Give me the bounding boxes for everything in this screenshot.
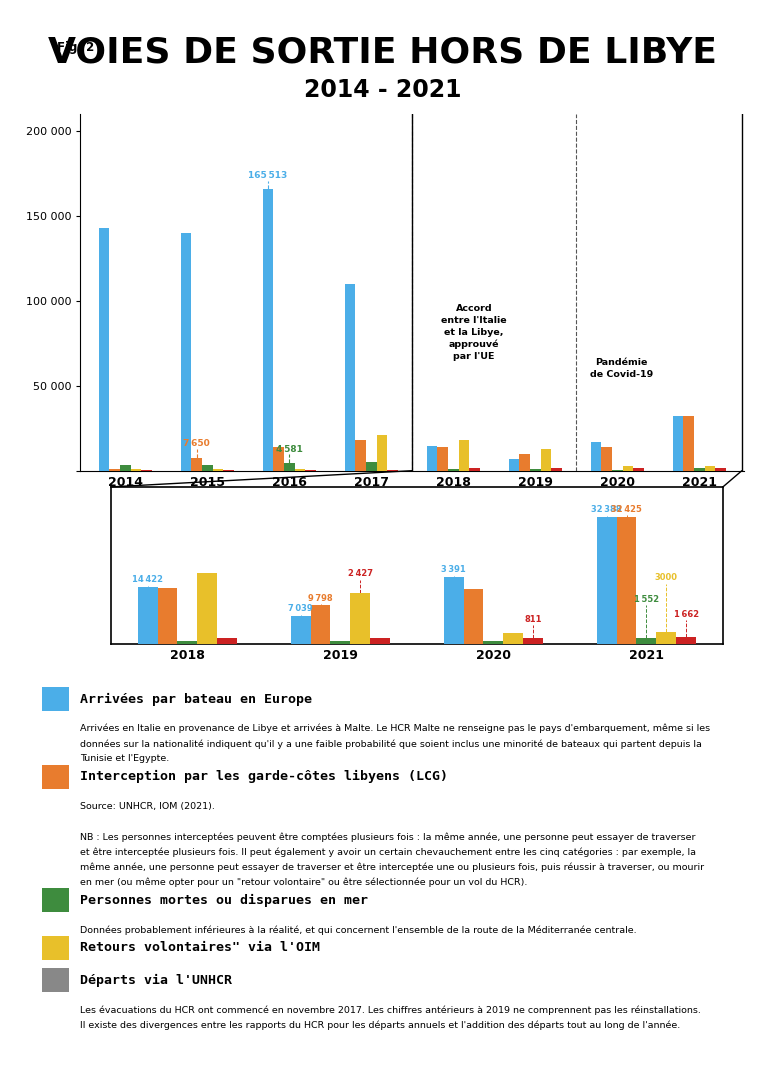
Bar bbox=[552, 469, 562, 471]
Bar bbox=[591, 441, 601, 471]
Bar bbox=[705, 465, 715, 471]
Bar bbox=[694, 469, 705, 471]
Text: NB : Les personnes interceptées peuvent être comptées plusieurs fois : la même a: NB : Les personnes interceptées peuvent … bbox=[80, 832, 696, 842]
Bar bbox=[464, 589, 483, 644]
Text: en mer (ou même opter pour un "retour volontaire" ou être sélectionnée pour un v: en mer (ou même opter pour un "retour vo… bbox=[80, 878, 528, 887]
Text: Retours volontaires" via l'OIM: Retours volontaires" via l'OIM bbox=[80, 941, 321, 954]
Text: Accord
entre l'Italie
et la Libye,
approuvé
par l'UE: Accord entre l'Italie et la Libye, appro… bbox=[441, 304, 506, 361]
Bar bbox=[683, 415, 694, 471]
Bar bbox=[158, 589, 177, 644]
Text: 7 650: 7 650 bbox=[184, 439, 210, 448]
Bar bbox=[311, 605, 330, 644]
Text: Personnes mortes ou disparues en mer: Personnes mortes ou disparues en mer bbox=[80, 894, 368, 907]
Bar bbox=[427, 446, 438, 471]
Bar bbox=[444, 577, 464, 644]
Bar bbox=[131, 469, 142, 471]
Text: Source: UNHCR, IOM (2021).: Source: UNHCR, IOM (2021). bbox=[80, 802, 215, 810]
Bar bbox=[636, 637, 656, 644]
Bar bbox=[633, 469, 644, 471]
Text: 3 391: 3 391 bbox=[441, 566, 466, 575]
Bar bbox=[356, 440, 366, 471]
Bar bbox=[366, 462, 376, 471]
Bar bbox=[483, 642, 503, 644]
Bar bbox=[202, 465, 213, 471]
Text: 811: 811 bbox=[525, 615, 542, 624]
Text: 32 425: 32 425 bbox=[611, 505, 642, 514]
Bar bbox=[295, 470, 305, 471]
Text: 2 427: 2 427 bbox=[348, 569, 373, 578]
Bar bbox=[623, 466, 633, 471]
Bar bbox=[177, 641, 197, 644]
Text: Départs via l'UNHCR: Départs via l'UNHCR bbox=[80, 974, 233, 987]
Text: 32 388: 32 388 bbox=[591, 505, 622, 514]
Text: 1 662: 1 662 bbox=[674, 610, 698, 619]
Bar bbox=[672, 415, 683, 471]
Bar bbox=[350, 593, 370, 644]
Text: 4 581: 4 581 bbox=[276, 445, 303, 453]
Bar bbox=[109, 470, 120, 471]
Bar bbox=[541, 449, 552, 471]
Bar bbox=[284, 463, 295, 471]
Bar bbox=[715, 467, 726, 471]
Text: 14 422: 14 422 bbox=[132, 576, 163, 584]
Text: 3000: 3000 bbox=[655, 573, 678, 582]
Text: Les évacuations du HCR ont commencé en novembre 2017. Les chiffres antérieurs à : Les évacuations du HCR ont commencé en n… bbox=[80, 1005, 702, 1015]
Bar bbox=[597, 517, 617, 644]
Bar bbox=[330, 641, 350, 644]
Text: 1 552: 1 552 bbox=[634, 595, 659, 604]
Bar bbox=[217, 638, 237, 644]
Bar bbox=[519, 454, 530, 471]
Bar bbox=[138, 588, 158, 644]
Text: Fig. 2: Fig. 2 bbox=[57, 41, 95, 54]
Text: Données probablement inférieures à la réalité, et qui concernent l'ensemble de l: Données probablement inférieures à la ré… bbox=[80, 925, 637, 935]
Text: données sur la nationalité indiquent qu'il y a une faible probabilité que soient: données sur la nationalité indiquent qu'… bbox=[80, 739, 702, 749]
Bar bbox=[99, 227, 109, 471]
Bar bbox=[503, 633, 523, 644]
Bar bbox=[376, 435, 387, 471]
Bar bbox=[120, 465, 131, 471]
Bar bbox=[291, 616, 311, 644]
Text: et être interceptée plusieurs fois. Il peut également y avoir un certain chevauc: et être interceptée plusieurs fois. Il p… bbox=[80, 847, 696, 857]
Text: Interception par les garde-côtes libyens (LCG): Interception par les garde-côtes libyens… bbox=[80, 770, 448, 783]
Bar bbox=[438, 447, 448, 471]
Text: Il existe des divergences entre les rapports du HCR pour les départs annuels et : Il existe des divergences entre les rapp… bbox=[80, 1020, 681, 1030]
Text: 9 798: 9 798 bbox=[308, 594, 333, 603]
Bar bbox=[676, 637, 696, 644]
Text: Pandémie
de Covid-19: Pandémie de Covid-19 bbox=[590, 358, 653, 380]
Bar bbox=[656, 632, 676, 644]
Text: Arrivées en Italie en provenance de Libye et arrivées à Malte. Le HCR Malte ne r: Arrivées en Italie en provenance de Liby… bbox=[80, 724, 711, 734]
Bar bbox=[523, 638, 543, 644]
Text: 2014 - 2021: 2014 - 2021 bbox=[304, 78, 461, 102]
Bar bbox=[181, 233, 191, 471]
Text: Arrivées par bateau en Europe: Arrivées par bateau en Europe bbox=[80, 692, 312, 705]
Bar bbox=[601, 447, 612, 471]
Bar bbox=[197, 573, 217, 644]
Bar bbox=[262, 189, 273, 471]
Bar bbox=[213, 470, 223, 471]
Text: Tunisie et l'Egypte.: Tunisie et l'Egypte. bbox=[80, 754, 170, 763]
Bar bbox=[459, 440, 469, 471]
Bar bbox=[448, 470, 459, 471]
Text: 165 513: 165 513 bbox=[249, 171, 288, 180]
Bar bbox=[191, 458, 202, 471]
Text: VOIES DE SORTIE HORS DE LIBYE: VOIES DE SORTIE HORS DE LIBYE bbox=[48, 36, 717, 69]
Bar bbox=[617, 516, 636, 644]
Text: même année, une personne peut essayer de traverser et être interceptée une ou pl: même année, une personne peut essayer de… bbox=[80, 862, 705, 872]
Bar bbox=[509, 459, 519, 471]
Bar bbox=[469, 469, 480, 471]
Bar bbox=[273, 447, 284, 471]
Text: 7 039: 7 039 bbox=[288, 605, 313, 613]
Bar bbox=[370, 638, 390, 644]
Bar bbox=[530, 470, 541, 471]
Bar bbox=[345, 283, 356, 471]
